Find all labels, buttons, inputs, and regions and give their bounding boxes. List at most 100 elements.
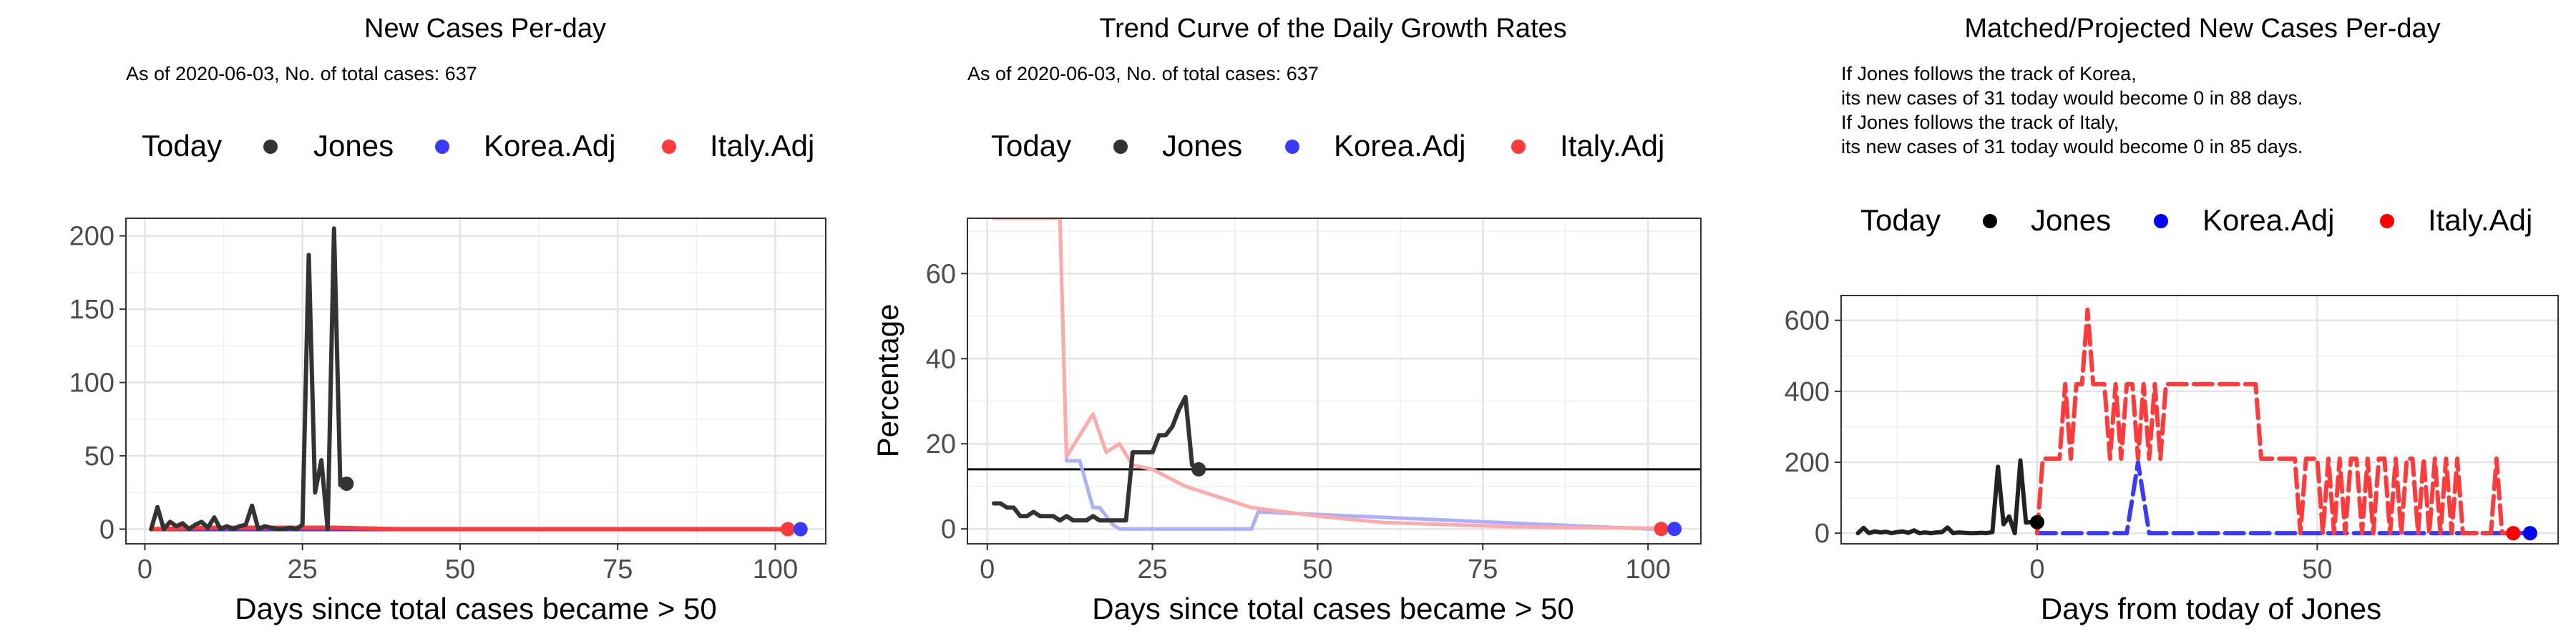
legend-label-italy: Italy.Adj bbox=[1560, 129, 1664, 162]
legend-key-jones bbox=[263, 140, 278, 154]
legend-title: Today bbox=[991, 129, 1071, 162]
x-tick-label: 0 bbox=[137, 555, 152, 585]
series-line-italy-adj bbox=[992, 218, 1664, 530]
x-tick-label: 75 bbox=[1468, 555, 1498, 585]
legend-label-italy: Italy.Adj bbox=[2428, 203, 2532, 237]
x-tick-label: 75 bbox=[602, 555, 633, 585]
legend-key-korea bbox=[435, 140, 449, 154]
legend-key-jones bbox=[1983, 214, 1997, 228]
legend-key-jones bbox=[1113, 140, 1128, 154]
today-point-jones bbox=[1191, 462, 1206, 477]
x-tick-label: 50 bbox=[445, 555, 475, 585]
panel-subtitle: As of 2020-06-03, No. of total cases: 63… bbox=[126, 63, 477, 84]
plot-points bbox=[339, 476, 808, 537]
x-tick-label: 0 bbox=[980, 555, 995, 585]
panel-subtitle-line: its new cases of 31 today would become 0… bbox=[1841, 87, 2303, 109]
y-tick-label: 200 bbox=[69, 222, 114, 252]
today-point-korea-adj bbox=[793, 522, 808, 537]
x-tick-label: 50 bbox=[2302, 555, 2332, 585]
y-tick-label: 40 bbox=[926, 344, 956, 374]
y-tick-label: 200 bbox=[1785, 448, 1830, 478]
today-point-jones bbox=[339, 476, 354, 491]
y-tick-label: 150 bbox=[69, 295, 114, 325]
y-tick-label: 100 bbox=[69, 369, 114, 399]
y-tick-label: 600 bbox=[1785, 306, 1830, 336]
legend: Today Jones Korea.Adj Italy.Adj bbox=[991, 129, 1664, 162]
plot-lines bbox=[967, 218, 1701, 531]
panel-subtitle-line: its new cases of 31 today would become 0… bbox=[1841, 136, 2303, 157]
legend: Today Jones Korea.Adj Italy.Adj bbox=[142, 129, 814, 162]
series-line-italy-adj bbox=[149, 525, 791, 532]
y-tick-labels: 0 200 400 600 bbox=[1785, 306, 1841, 549]
y-tick-label: 400 bbox=[1785, 377, 1830, 407]
y-tick-label: 0 bbox=[99, 515, 114, 545]
y-axis-label: Percentage bbox=[871, 304, 904, 458]
today-point-korea-adj bbox=[1667, 522, 1682, 537]
today-point-korea-adj bbox=[2522, 526, 2537, 541]
plot-points bbox=[1191, 462, 1682, 537]
legend-key-korea bbox=[1285, 140, 1299, 154]
today-point-italy-adj bbox=[781, 522, 796, 537]
plot-frame bbox=[967, 218, 1702, 545]
y-tick-labels: 0 50 100 150 200 bbox=[69, 222, 126, 545]
projected-cases-panel: Matched/Projected New Cases Per-day If J… bbox=[1785, 14, 2559, 625]
x-tick-label: 50 bbox=[1302, 555, 1332, 585]
legend-label-korea: Korea.Adj bbox=[1334, 129, 1465, 162]
x-tick-label: 25 bbox=[288, 555, 318, 585]
legend-label-korea: Korea.Adj bbox=[2202, 203, 2334, 237]
x-axis-label: Days since total cases became > 50 bbox=[235, 592, 717, 625]
x-tick-label: 0 bbox=[2029, 555, 2044, 585]
today-point-italy-adj bbox=[1654, 522, 1669, 537]
x-axis-label: Days since total cases became > 50 bbox=[1092, 592, 1574, 625]
legend-key-italy bbox=[2380, 214, 2394, 228]
legend-title: Today bbox=[1860, 203, 1941, 237]
x-tick-label: 100 bbox=[1625, 555, 1670, 585]
series-line-italy-adj bbox=[2035, 307, 2516, 536]
series-line-jones bbox=[991, 394, 1201, 523]
y-tick-label: 50 bbox=[84, 441, 114, 472]
plot-background bbox=[967, 218, 1701, 544]
today-point-jones bbox=[2029, 514, 2044, 530]
legend-label-jones: Jones bbox=[1162, 129, 1242, 162]
y-tick-label: 60 bbox=[926, 259, 956, 289]
legend-label-korea: Korea.Adj bbox=[484, 129, 615, 162]
legend-key-korea bbox=[2154, 214, 2168, 228]
plot-frame bbox=[1840, 295, 2559, 545]
panel-title: Matched/Projected New Cases Per-day bbox=[1964, 14, 2440, 44]
series-line-jones bbox=[1855, 458, 2039, 536]
x-tick-label: 25 bbox=[1137, 555, 1167, 585]
panel-subtitle-line: If Jones follows the track of Italy, bbox=[1841, 112, 2119, 133]
panel-title: Trend Curve of the Daily Growth Rates bbox=[1099, 14, 1566, 44]
legend-key-italy bbox=[1511, 140, 1526, 154]
legend-label-italy: Italy.Adj bbox=[710, 129, 814, 162]
panel-subtitle: As of 2020-06-03, No. of total cases: 63… bbox=[967, 63, 1319, 84]
plot-frame bbox=[125, 218, 826, 545]
plot-background bbox=[126, 218, 826, 544]
legend-title: Today bbox=[142, 129, 222, 162]
x-tick-label: 100 bbox=[753, 555, 798, 585]
today-point-italy-adj bbox=[2506, 526, 2521, 541]
y-tick-label: 0 bbox=[941, 514, 956, 545]
legend-key-italy bbox=[662, 140, 676, 154]
legend: Today Jones Korea.Adj Italy.Adj bbox=[1860, 203, 2532, 237]
x-tick-labels: 0 25 50 75 100 bbox=[137, 544, 798, 585]
plot-lines bbox=[1855, 307, 2532, 536]
legend-label-jones: Jones bbox=[313, 129, 394, 162]
plot-points bbox=[2029, 514, 2537, 541]
series-line-korea-adj bbox=[992, 218, 1677, 531]
panel-title: New Cases Per-day bbox=[364, 14, 606, 44]
plot-grid bbox=[967, 218, 1701, 544]
y-tick-labels: 0 20 40 60 bbox=[926, 259, 967, 545]
growth-rate-panel: Trend Curve of the Daily Growth Rates As… bbox=[871, 14, 1702, 625]
panel-subtitle-line: If Jones follows the track of Korea, bbox=[1841, 63, 2137, 84]
x-tick-labels: 0 25 50 75 100 bbox=[980, 544, 1671, 585]
series-line-jones bbox=[149, 226, 349, 532]
legend-label-jones: Jones bbox=[2031, 203, 2111, 237]
series-line-korea-adj bbox=[2035, 460, 2532, 536]
x-tick-labels: 0 50 bbox=[2029, 544, 2333, 585]
plot-lines bbox=[149, 226, 803, 532]
plot-grid bbox=[126, 218, 826, 544]
x-axis-label: Days from today of Jones bbox=[2041, 592, 2381, 625]
y-tick-label: 0 bbox=[1815, 519, 1830, 549]
